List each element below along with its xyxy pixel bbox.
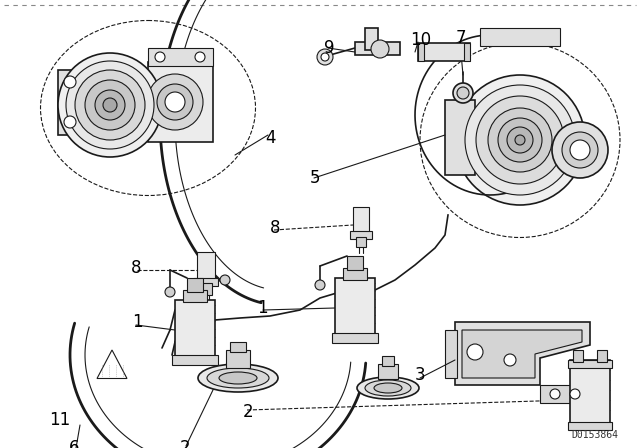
Bar [378,364,398,379]
Text: 11: 11 [49,411,70,429]
Circle shape [155,52,165,62]
Bar [568,422,612,430]
Bar [418,43,470,61]
Text: 2: 2 [180,439,190,448]
Bar [183,290,207,302]
Text: 8: 8 [131,259,141,277]
Circle shape [195,52,205,62]
Ellipse shape [219,372,257,384]
Circle shape [186,356,194,364]
Circle shape [220,275,230,285]
Bar [58,70,83,135]
Circle shape [103,98,117,112]
Text: 9: 9 [324,39,334,57]
Circle shape [570,140,590,160]
Text: 1: 1 [257,299,268,317]
Ellipse shape [198,364,278,392]
Bar [148,48,213,66]
Text: 3: 3 [415,366,426,384]
Polygon shape [97,350,127,379]
Polygon shape [462,330,582,378]
Ellipse shape [357,377,419,399]
Bar [230,342,246,352]
Text: 10: 10 [410,31,431,49]
Bar [573,350,583,362]
Circle shape [457,87,469,99]
Bar [197,252,215,280]
Bar [148,62,213,142]
Circle shape [165,92,185,112]
Circle shape [552,122,608,178]
Bar [347,256,363,270]
Circle shape [465,85,575,195]
Bar [226,350,250,368]
Ellipse shape [374,383,402,393]
Circle shape [476,96,564,184]
Bar [365,28,378,50]
Circle shape [488,108,552,172]
Bar [332,333,378,343]
Circle shape [467,344,483,360]
Circle shape [550,389,560,399]
Bar [570,360,610,430]
Circle shape [75,70,145,140]
Text: 2: 2 [243,403,253,421]
Circle shape [570,389,580,399]
Text: 7: 7 [456,29,467,47]
Circle shape [66,61,154,149]
Circle shape [165,287,175,297]
Circle shape [95,90,125,120]
Text: 1: 1 [132,313,142,331]
Circle shape [371,40,389,58]
Circle shape [515,135,525,145]
Circle shape [317,49,333,65]
Bar [175,300,215,358]
Bar [445,100,475,175]
Bar [200,283,212,295]
Bar [353,207,369,233]
Circle shape [157,84,193,120]
Ellipse shape [365,380,411,396]
Circle shape [453,83,473,103]
Text: 6: 6 [68,439,79,448]
Circle shape [498,118,542,162]
Bar [355,42,400,55]
Circle shape [64,76,76,88]
Bar [540,385,585,403]
Bar [356,237,366,247]
Circle shape [58,53,162,157]
Bar [335,278,375,336]
Circle shape [507,127,533,153]
Bar [445,330,457,378]
Circle shape [455,75,585,205]
Bar [480,28,560,46]
Ellipse shape [207,368,269,388]
Text: 8: 8 [269,219,280,237]
Circle shape [85,80,135,130]
Bar [187,278,203,292]
Bar [172,355,218,365]
Bar [597,350,607,362]
Bar [194,278,218,286]
Bar [382,356,394,366]
Circle shape [504,354,516,366]
Circle shape [147,74,203,130]
Text: 4: 4 [265,129,275,147]
Text: 5: 5 [310,169,320,187]
Bar [350,231,372,239]
Text: D0153864: D0153864 [571,430,618,440]
Circle shape [562,132,598,168]
Circle shape [315,280,325,290]
Bar [343,268,367,280]
Polygon shape [455,322,590,385]
Circle shape [321,53,329,61]
Bar [464,43,470,61]
Bar [568,360,612,368]
Bar [418,43,424,61]
Circle shape [64,116,76,128]
